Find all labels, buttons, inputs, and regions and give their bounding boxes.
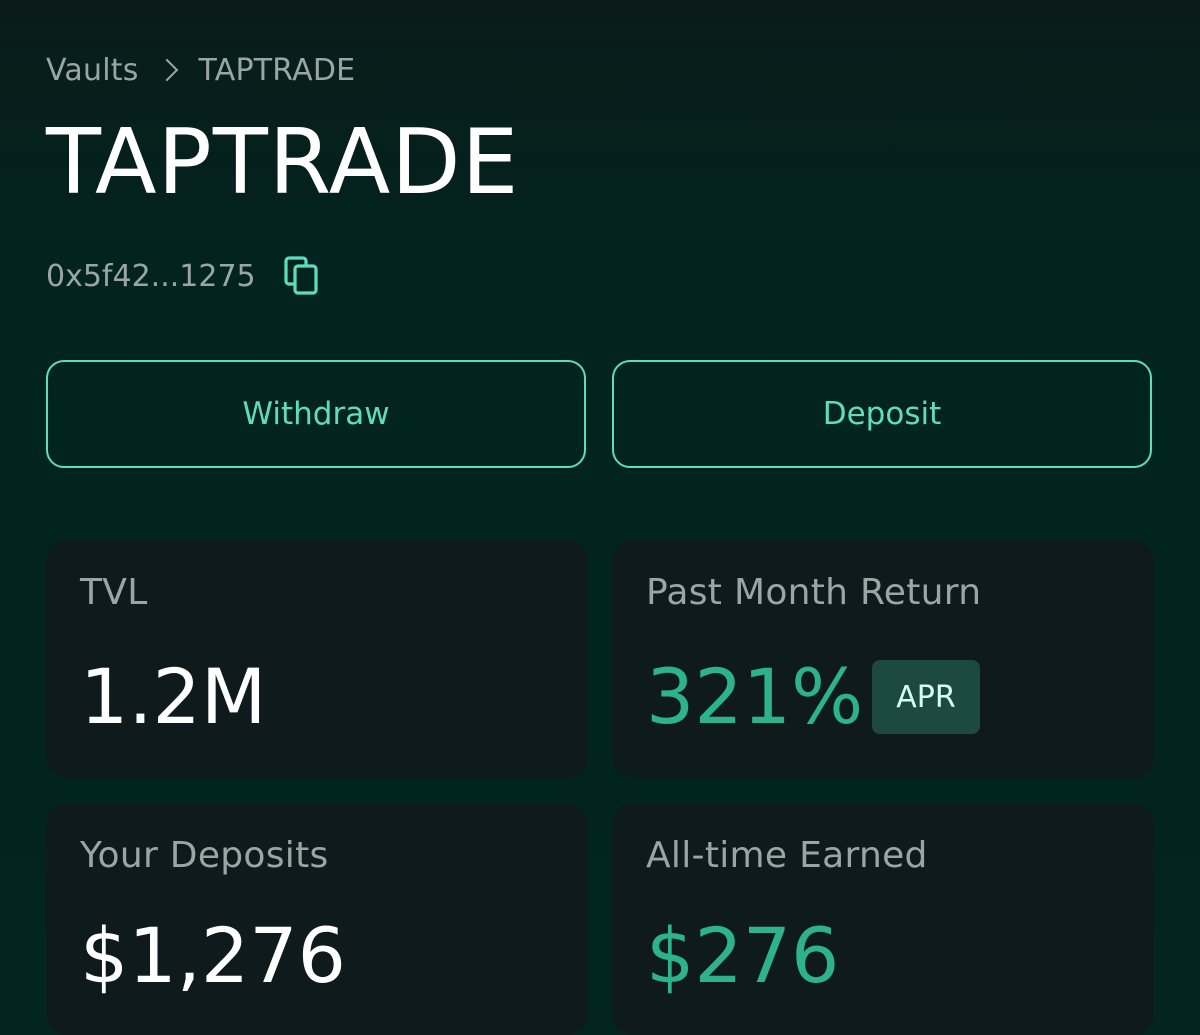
tvl-value: 1.2M xyxy=(80,652,267,741)
page-title: TAPTRADE xyxy=(46,110,520,215)
past-month-return-label: Past Month Return xyxy=(646,572,982,613)
your-deposits-label: Your Deposits xyxy=(80,835,329,876)
withdraw-button[interactable]: Withdraw xyxy=(46,360,586,468)
all-time-earned-value: $276 xyxy=(646,911,840,1000)
past-month-return-card: Past Month Return 321% APR xyxy=(612,540,1154,778)
all-time-earned-card: All-time Earned $276 xyxy=(612,803,1154,1035)
copy-icon[interactable] xyxy=(284,256,320,296)
breadcrumb-current: TAPTRADE xyxy=(198,52,356,88)
your-deposits-card: Your Deposits $1,276 xyxy=(46,803,588,1035)
top-strip xyxy=(0,0,1200,6)
breadcrumb: Vaults TAPTRADE xyxy=(46,50,355,90)
deposit-button[interactable]: Deposit xyxy=(612,360,1152,468)
chevron-right-icon xyxy=(155,58,178,82)
tvl-card: TVL 1.2M xyxy=(46,540,588,778)
vault-address: 0x5f42...1275 xyxy=(46,258,256,294)
breadcrumb-link-vaults[interactable]: Vaults xyxy=(46,52,139,88)
all-time-earned-label: All-time Earned xyxy=(646,835,928,876)
past-month-return-value: 321% xyxy=(646,652,864,741)
your-deposits-value: $1,276 xyxy=(80,911,346,1000)
apr-badge: APR xyxy=(872,660,980,734)
vault-address-row: 0x5f42...1275 xyxy=(46,254,320,298)
tvl-label: TVL xyxy=(80,572,148,613)
